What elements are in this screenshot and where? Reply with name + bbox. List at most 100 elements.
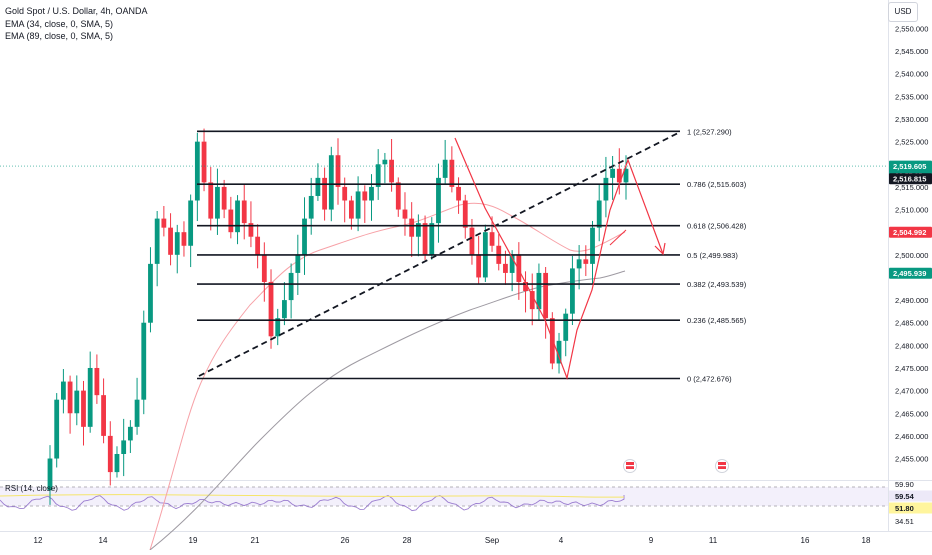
candle-body (335, 155, 341, 187)
candle-body (201, 141, 207, 183)
candle-body (94, 367, 100, 396)
rsi-badge-label: 51.80 (895, 504, 914, 513)
currency-button[interactable]: USD (888, 2, 918, 22)
fib-level-label: 0.5 (2,499.983) (687, 251, 738, 260)
price-axis: 2,550.000 2,545.000 2,540.000 2,535.000 2,53… (895, 24, 928, 463)
event-flag-icon (623, 459, 637, 473)
time-tick-label: 28 (403, 536, 412, 545)
candle-body (389, 159, 394, 183)
candle-body (101, 395, 106, 436)
candle-body (436, 177, 441, 224)
candle-body (154, 218, 160, 264)
rsi-pane: 59.90 34.51 (0, 480, 914, 526)
candle-body (60, 381, 66, 400)
candle-body (590, 227, 595, 264)
candle-body (509, 254, 515, 273)
candle-body (503, 263, 508, 273)
arrow-head (654, 242, 666, 256)
projection-arrows (454, 137, 666, 381)
rsi-badge-label: 59.54 (895, 492, 915, 501)
ema-89-legend[interactable]: EMA (89, close, 0, SMA, 5) (5, 31, 114, 41)
main-pane (0, 0, 888, 480)
candle-body (362, 191, 368, 201)
price-tick-label: 2,540.000 (895, 70, 928, 79)
candle-body (563, 313, 569, 341)
time-tick-label: 11 (709, 536, 718, 545)
candle-body (221, 186, 227, 210)
candle-body (275, 318, 281, 337)
candle-body (576, 259, 582, 269)
price-tick-label: 2,525.000 (895, 138, 928, 147)
candle-body (543, 272, 549, 319)
candle-body (288, 272, 294, 301)
candle-body (469, 227, 475, 255)
candle-body (523, 281, 528, 292)
candle-body (342, 186, 348, 201)
rsi-ma-line (0, 494, 625, 498)
price-tick-label: 2,480.000 (895, 341, 928, 350)
price-tick-label: 2,535.000 (895, 92, 928, 101)
price-tick-label: 2,530.000 (895, 115, 928, 124)
candle-body (623, 168, 629, 183)
candle-body (422, 223, 428, 255)
candle-body (610, 168, 616, 178)
ema-34-legend[interactable]: EMA (34, close, 0, SMA, 5) (5, 18, 114, 29)
rsi-badge: 51.80 (889, 502, 932, 514)
candle-body (127, 426, 133, 441)
candle-body (114, 453, 120, 473)
candle-body (596, 200, 602, 228)
candle-body (67, 381, 73, 414)
price-badge-label: 2,495.939 (893, 269, 926, 278)
time-tick-label: 18 (862, 536, 871, 545)
candle-body (302, 218, 307, 255)
candle-body (181, 232, 187, 246)
price-tick-label: 2,470.000 (895, 387, 928, 396)
candle-body (47, 458, 53, 491)
candle-body (462, 200, 468, 228)
price-tick-label: 2,460.000 (895, 432, 928, 441)
time-tick-label: 16 (801, 536, 810, 545)
fib-level-label: 0 (2,472.676) (687, 375, 732, 384)
candle-body (456, 186, 461, 201)
candle-body (536, 272, 542, 310)
candle-body (261, 254, 267, 282)
ema-89-line (149, 270, 626, 551)
fib-level-label: 0.236 (2,485.565) (687, 316, 747, 325)
time-tick-label: 9 (649, 536, 654, 545)
time-axis: 12 14 19 21 26 28 Sep 4 9 11 16 18 (34, 536, 871, 545)
candle-body (583, 259, 589, 264)
price-tick-label: 2,455.000 (895, 455, 928, 464)
time-tick-label: 21 (251, 536, 260, 545)
candle-body (168, 227, 173, 255)
candle-body (248, 223, 254, 237)
candle-body (54, 399, 60, 459)
price-badge-label: 2,519.605 (893, 162, 926, 171)
candle-body (134, 399, 140, 427)
symbol-title[interactable]: Gold Spot / U.S. Dollar, 4h, OANDA (5, 6, 148, 16)
candle-body (429, 223, 435, 255)
fib-levels: 1 (2,527.290) 0.786 (2,515.603) 0.618 (2,5… (197, 127, 747, 384)
candle-body (268, 281, 274, 337)
candle-body (141, 322, 147, 400)
candle-body (570, 268, 575, 314)
candle-body (295, 254, 301, 273)
candle-body (194, 141, 200, 201)
time-tick-label: 19 (189, 536, 198, 545)
rsi-tick-label: 59.90 (895, 480, 914, 489)
time-tick-label: 4 (559, 536, 564, 545)
candle-body (476, 254, 482, 278)
price-tick-label: 2,485.000 (895, 319, 928, 328)
ema-34-line (149, 202, 626, 551)
chart-legend: Gold Spot / U.S. Dollar, 4h, OANDA EMA (… (5, 5, 148, 43)
candle-body (121, 440, 127, 454)
candle-body (442, 159, 448, 178)
price-badge: 2,495.939 (889, 267, 932, 279)
rsi-legend[interactable]: RSI (14, close) (5, 484, 58, 493)
candle-body (174, 232, 180, 255)
candle-body (355, 191, 361, 219)
rsi-tick-label: 34.51 (895, 517, 914, 526)
candle-body (315, 177, 321, 196)
price-tick-label: 2,500.000 (895, 251, 928, 260)
